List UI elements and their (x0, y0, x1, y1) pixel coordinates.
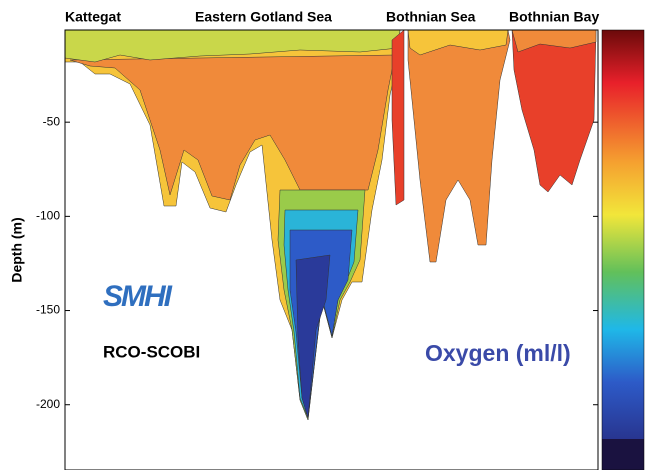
contour-layer (407, 29, 511, 263)
region-label: Kattegat (65, 9, 121, 25)
y-axis-label: Depth (m) (9, 217, 25, 282)
contour-layer (391, 29, 405, 206)
contour-layer (407, 29, 509, 56)
contour-layer (511, 29, 597, 193)
y-tick-label: -150 (36, 303, 60, 317)
y-tick-label: -50 (43, 114, 61, 128)
region-label: Eastern Gotland Sea (195, 9, 332, 25)
colorbar-label: Oxygen (ml/l) (425, 340, 571, 366)
contour-layer (69, 54, 396, 201)
y-tick-label: -200 (36, 397, 60, 411)
colorbar (601, 29, 645, 470)
contour-field (64, 29, 597, 421)
logo: SMHI (103, 280, 173, 313)
y-tick-label: -100 (36, 209, 60, 223)
plot-frame (64, 29, 599, 470)
region-label: Bothnian Sea (386, 9, 476, 25)
contour-layer (295, 254, 331, 419)
region-label: Bothnian Bay (509, 9, 599, 25)
model-label: RCO-SCOBI (103, 342, 200, 361)
